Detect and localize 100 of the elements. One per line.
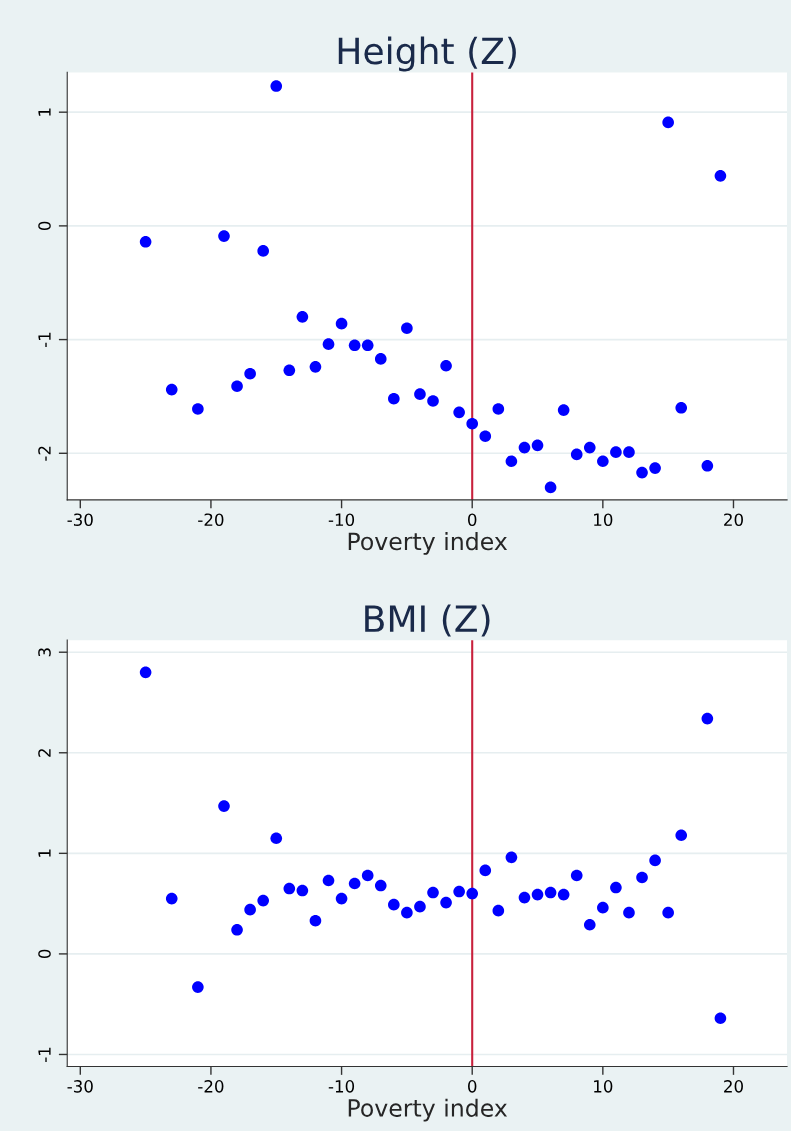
point — [610, 881, 622, 894]
point — [218, 230, 230, 242]
point — [597, 901, 609, 914]
point — [296, 311, 309, 323]
point — [557, 888, 570, 901]
point — [270, 832, 283, 845]
point — [257, 894, 269, 907]
point — [557, 404, 570, 416]
point — [492, 904, 505, 917]
point — [322, 338, 335, 350]
point — [165, 892, 178, 905]
point — [453, 885, 465, 898]
point — [270, 80, 283, 92]
x-tick-label: 10 — [594, 513, 613, 526]
y-tick-label: 0 — [38, 949, 51, 959]
x-tick-label: -10 — [328, 1080, 355, 1093]
point — [479, 430, 492, 443]
point — [597, 455, 609, 468]
point — [583, 918, 596, 931]
point — [466, 417, 479, 430]
point — [440, 896, 452, 909]
point — [361, 339, 374, 352]
point — [374, 353, 387, 365]
point — [466, 887, 479, 900]
point — [675, 401, 688, 414]
x-tick-label: -10 — [328, 513, 355, 526]
y-tick-label: -2 — [38, 446, 51, 461]
x-tick-label: 20 — [724, 1080, 743, 1093]
point — [492, 403, 505, 415]
x-axis-title: Poverty index — [348, 532, 508, 555]
point — [414, 900, 426, 913]
y-tick-label: -1 — [38, 332, 51, 348]
point — [610, 446, 622, 458]
point — [623, 906, 635, 919]
point — [505, 851, 518, 864]
x-tick-label: 10 — [594, 1080, 613, 1093]
point — [505, 455, 518, 468]
point — [322, 874, 335, 887]
point — [335, 892, 348, 905]
chart-title: BMI (Z) — [365, 604, 490, 637]
point — [636, 466, 648, 479]
point — [427, 886, 439, 899]
point — [388, 392, 400, 405]
point — [348, 877, 361, 890]
x-tick-label: 20 — [724, 513, 743, 526]
x-tick-label: 0 — [468, 513, 477, 526]
point — [570, 448, 583, 461]
x-axis-title: Poverty index — [348, 1098, 508, 1122]
point — [518, 891, 531, 904]
point — [649, 462, 661, 474]
point — [675, 829, 688, 842]
point — [361, 869, 374, 882]
chart-title: Height (Z) — [338, 36, 516, 72]
point — [662, 116, 674, 129]
point — [192, 403, 204, 415]
x-tick-label: -20 — [198, 513, 224, 526]
point — [165, 383, 178, 396]
point — [244, 367, 256, 380]
point — [348, 339, 361, 352]
point — [283, 364, 296, 377]
point — [518, 441, 531, 454]
point — [440, 359, 452, 372]
point — [636, 871, 648, 884]
point — [244, 903, 256, 916]
point — [388, 898, 400, 911]
point — [531, 439, 544, 452]
y-tick-label: 2 — [38, 749, 51, 757]
point — [701, 459, 714, 472]
x-tick-label: -30 — [67, 513, 93, 526]
point — [296, 884, 309, 897]
point — [714, 170, 727, 182]
point — [544, 886, 557, 899]
x-tick-label: -30 — [67, 1080, 93, 1093]
point — [231, 380, 243, 393]
point — [401, 906, 413, 919]
point — [139, 235, 152, 248]
point — [714, 1012, 727, 1025]
point — [257, 245, 269, 257]
point — [309, 914, 322, 927]
point — [570, 869, 583, 882]
point — [414, 388, 426, 400]
y-tick-label: 0 — [38, 221, 51, 231]
point — [623, 446, 635, 458]
point — [309, 361, 322, 373]
x-tick-label: 0 — [468, 1080, 477, 1093]
point — [544, 481, 557, 494]
point — [453, 406, 465, 419]
point — [427, 395, 439, 407]
point — [531, 888, 544, 901]
point — [401, 322, 413, 335]
point — [231, 923, 243, 936]
y-tick-label: 1 — [38, 849, 51, 857]
point — [283, 882, 296, 895]
point — [192, 981, 204, 993]
point — [662, 906, 674, 919]
point — [374, 879, 387, 892]
point — [479, 864, 492, 877]
point — [139, 666, 152, 679]
point — [649, 854, 661, 867]
y-tick-label: 3 — [38, 648, 51, 657]
